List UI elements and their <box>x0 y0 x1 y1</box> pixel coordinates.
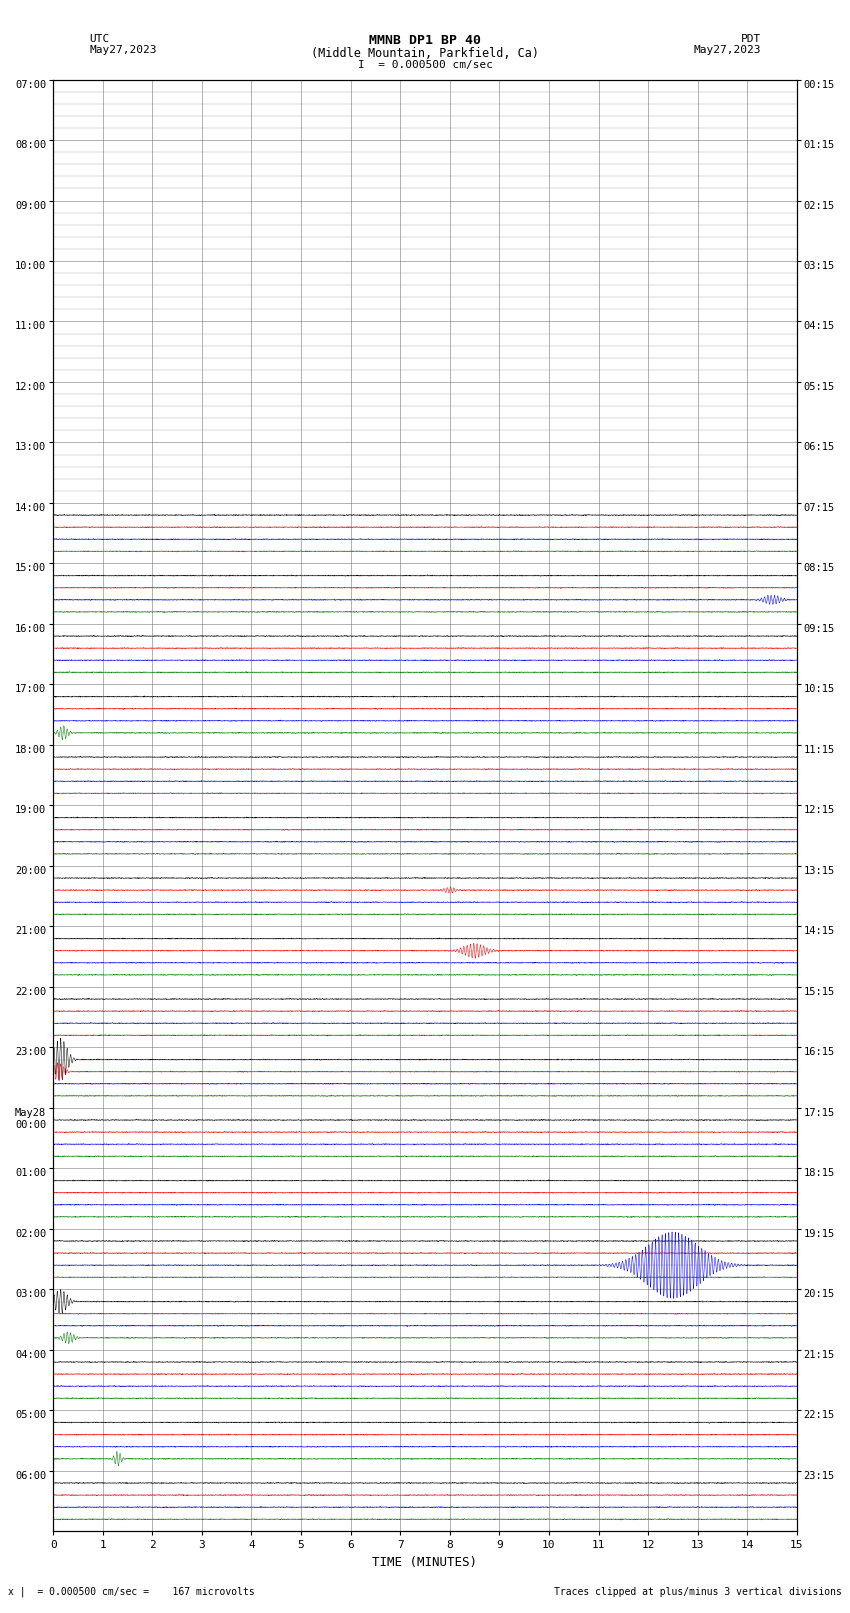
Text: MMNB DP1 BP 40: MMNB DP1 BP 40 <box>369 34 481 47</box>
Text: May27,2023: May27,2023 <box>694 45 761 55</box>
Text: (Middle Mountain, Parkfield, Ca): (Middle Mountain, Parkfield, Ca) <box>311 47 539 60</box>
X-axis label: TIME (MINUTES): TIME (MINUTES) <box>372 1557 478 1569</box>
Text: May27,2023: May27,2023 <box>89 45 156 55</box>
Text: x |  = 0.000500 cm/sec =    167 microvolts: x | = 0.000500 cm/sec = 167 microvolts <box>8 1586 255 1597</box>
Text: Traces clipped at plus/minus 3 vertical divisions: Traces clipped at plus/minus 3 vertical … <box>553 1587 842 1597</box>
Text: UTC: UTC <box>89 34 110 44</box>
Text: PDT: PDT <box>740 34 761 44</box>
Text: I  = 0.000500 cm/sec: I = 0.000500 cm/sec <box>358 60 492 69</box>
